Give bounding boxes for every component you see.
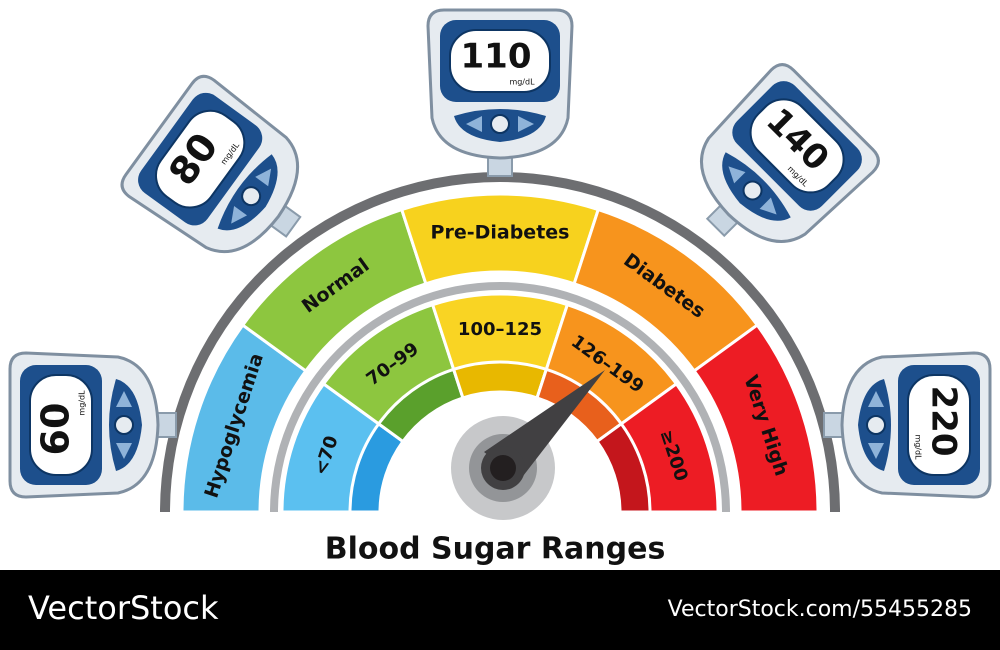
meter-arrow-right [255,168,272,187]
meter-arrow-left [868,391,884,407]
meter-arrow-right [518,116,534,132]
inner-segment-shade [594,421,652,514]
outer-segment [692,322,820,514]
footer-bar [0,570,1000,650]
outer-label: Pre-Diabetes [431,222,570,244]
footer-brand: VectorStock [28,589,219,627]
inner-label: 100–125 [458,319,542,340]
meter-screen [155,109,246,209]
title: Blood Sugar Ranges [325,532,666,567]
meter-screen [449,29,551,93]
meter-screen [29,374,93,476]
meter-button [742,180,763,201]
meter-arrow-left [231,206,248,224]
meter-button [490,114,510,134]
meter-value: 60 [34,403,78,456]
meter-screen [749,98,845,194]
meter-arrow-right [868,443,884,459]
meter-arrow-left [466,116,482,132]
meter-unit: mg/dL [509,78,535,87]
meter-screen [907,374,971,476]
meter-value: 220 [924,386,964,457]
meter-arrow-right [116,391,132,407]
footer-id: VectorStock.com/55455285 [668,597,972,622]
hub-dot [490,455,516,481]
meter-button [241,186,262,207]
meter-arrow-left [116,443,132,459]
meter-unit: mg/dL [78,390,87,416]
meter-unit: mg/dL [914,434,923,460]
meter-button [114,415,134,435]
meter-button [866,415,886,435]
glucose-meter: 60 mg/dL [8,351,177,499]
gauge: HypoglycemiaNormalPre-DiabetesDiabetesVe… [160,172,840,520]
inner-segment-shade [451,360,549,400]
meter-value: 110 [461,37,532,77]
